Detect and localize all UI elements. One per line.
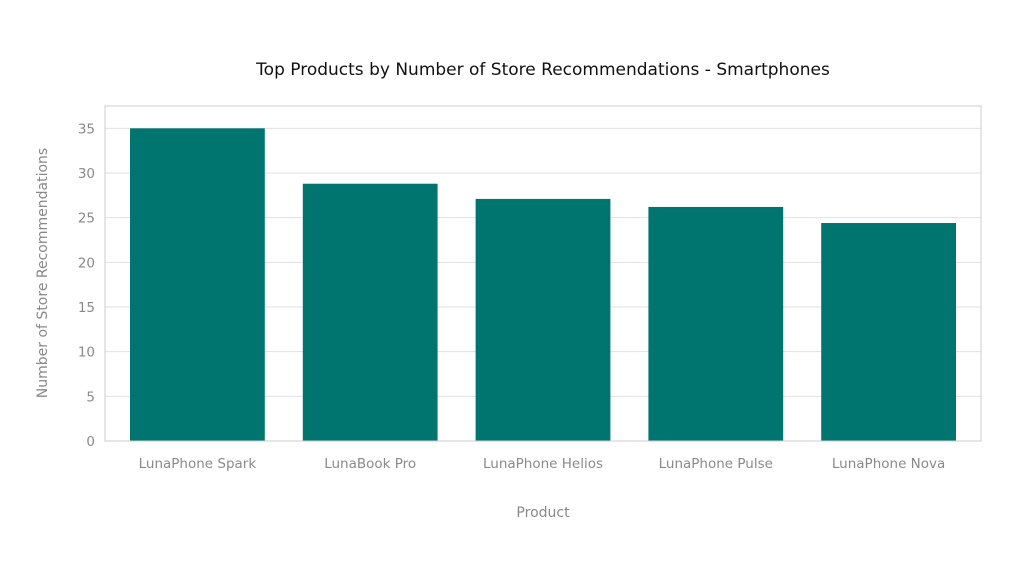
plot-frame <box>104 105 982 442</box>
bar <box>302 183 438 441</box>
x-tick-label: LunaPhone Spark <box>139 456 257 472</box>
y-tick-label: 0 <box>86 434 95 450</box>
x-tick-label: LunaPhone Pulse <box>659 456 773 472</box>
x-tick-label: LunaBook Pro <box>324 456 416 472</box>
bar <box>130 128 265 442</box>
bars <box>130 128 956 442</box>
y-tick-label: 5 <box>86 389 95 405</box>
bar <box>475 198 611 441</box>
y-axis-ticks: 0 5 10 15 20 25 30 35 <box>78 121 95 450</box>
x-axis-ticks: LunaPhone Spark LunaBook Pro LunaPhone Hel… <box>139 456 946 472</box>
x-tick-label: LunaPhone Nova <box>832 456 945 472</box>
y-tick-label: 30 <box>78 166 95 182</box>
bar <box>648 206 784 441</box>
chart-title: Top Products by Number of Store Recommen… <box>255 60 830 80</box>
y-tick-label: 25 <box>78 211 95 227</box>
y-tick-label: 15 <box>78 300 95 316</box>
x-axis-title: Product <box>516 505 570 521</box>
bar <box>821 223 956 441</box>
y-tick-label: 10 <box>78 345 95 361</box>
y-tick-label: 20 <box>78 255 95 271</box>
y-tick-label: 35 <box>78 121 95 137</box>
y-axis-title: Number of Store Recommendations <box>35 148 51 398</box>
x-tick-label: LunaPhone Helios <box>483 456 603 472</box>
